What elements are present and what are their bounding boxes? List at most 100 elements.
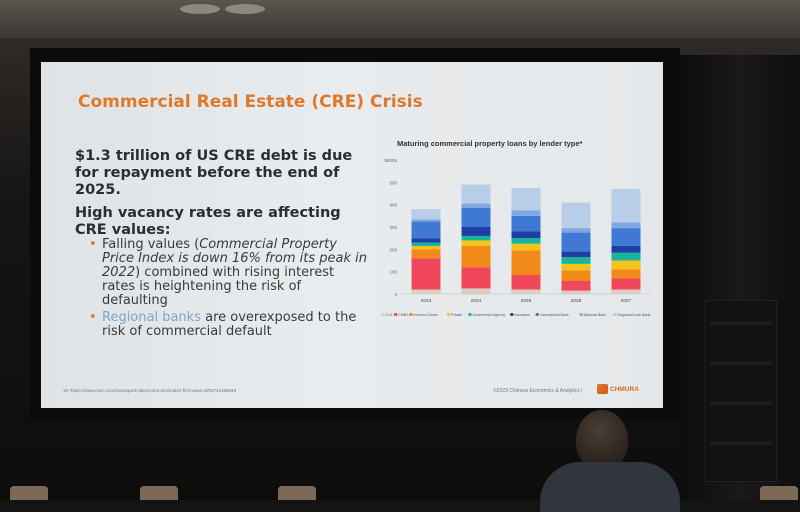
legend-label: Government Agency xyxy=(472,313,505,317)
legend-swatch xyxy=(409,313,413,316)
bullet-dot-icon: • xyxy=(89,310,97,325)
bar-segment xyxy=(511,238,541,244)
bar-segment xyxy=(511,210,541,216)
chmura-logo-icon xyxy=(597,384,608,394)
bar-segment xyxy=(411,238,441,243)
sub-bullet-text: Falling values ( xyxy=(102,237,200,252)
chart-title: Maturing commercial property loans by le… xyxy=(397,139,583,148)
sub-bullet-text: ) combined with rising interest rates is… xyxy=(102,265,335,308)
bar-segment xyxy=(411,249,441,259)
legend-label: Private xyxy=(451,313,462,317)
y-tick-label: 400 xyxy=(389,203,397,208)
bar-segment xyxy=(461,240,491,246)
legend-label: Insurance xyxy=(514,313,530,317)
chair xyxy=(278,486,316,500)
bar-segment xyxy=(561,202,591,229)
y-tick-label: $600b xyxy=(384,158,397,163)
ceiling-light xyxy=(180,4,220,14)
bar-segment xyxy=(411,221,441,239)
bar-segment xyxy=(461,245,491,268)
bar-segment xyxy=(511,243,541,251)
chair xyxy=(760,486,798,500)
legend-swatch xyxy=(579,313,583,316)
legend-swatch xyxy=(447,313,451,316)
y-tick-label: 0 xyxy=(394,292,397,297)
x-tick-label: 2025 xyxy=(521,298,532,304)
bar-segment xyxy=(611,260,641,270)
stacked-bar-chart: $600b 500 400 300 200 100 0 2023 2024 2025 2026 202… xyxy=(381,158,651,317)
audience-member-body xyxy=(540,462,680,512)
bar-segment xyxy=(461,208,491,227)
bar-segment xyxy=(511,275,541,290)
bar-segment xyxy=(461,288,491,294)
bar-segment xyxy=(611,278,641,290)
bar-segment xyxy=(611,189,641,223)
bar-segment xyxy=(511,215,541,232)
sub-bullet-list: • Falling values (Commercial Property Pri… xyxy=(89,238,369,342)
legend-swatch xyxy=(535,313,539,316)
bar-segment xyxy=(511,187,541,211)
x-tick-label: 2023 xyxy=(421,298,432,304)
bar-segment xyxy=(461,184,491,204)
bullet-dot-icon: • xyxy=(89,237,97,252)
key-statistic-text: $1.3 trillion of US CRE debt is due for … xyxy=(75,148,353,198)
bar-segment xyxy=(511,289,541,294)
speaker-grille xyxy=(710,321,772,325)
legend-label: International Bank xyxy=(540,313,569,317)
bar-segment xyxy=(561,280,591,291)
legend-swatch xyxy=(613,313,617,316)
y-tick-label: 100 xyxy=(389,270,397,275)
copyright-text: ©2023 Chimura Economics & Analytics | xyxy=(493,388,583,394)
y-tick-label: 200 xyxy=(389,247,397,252)
source-footnote: 16 *https://www.msci.com/www/quick-take/… xyxy=(63,388,237,393)
bar-segment xyxy=(611,228,641,246)
bar-segment xyxy=(611,269,641,279)
sub-bullet-falling-values: • Falling values (Commercial Property Pri… xyxy=(89,238,369,308)
chmura-logo: CHMURA xyxy=(597,384,639,394)
speaker-stack xyxy=(705,300,777,482)
bar-segment xyxy=(611,252,641,261)
legend-swatch xyxy=(381,313,384,316)
sub-bullet-italic: Commercial Property Price Index is down … xyxy=(102,237,367,280)
bar-segment xyxy=(411,258,441,290)
y-tick-label: 500 xyxy=(389,180,397,185)
bar-segment xyxy=(561,270,591,281)
bar-segment xyxy=(561,263,591,271)
bar-segment xyxy=(411,242,441,246)
x-tick-label: 2027 xyxy=(621,298,632,304)
speaker-grille xyxy=(710,361,772,365)
bar-segment xyxy=(411,245,441,250)
bar-segment xyxy=(461,267,491,289)
presentation-slide: Commercial Real Estate (CRE) Crisis $1.3… xyxy=(41,62,663,408)
bar-segment xyxy=(561,251,591,258)
x-tick-label: 2024 xyxy=(471,298,482,304)
sub-bullet-text: are overexposed to the risk of commercia… xyxy=(102,310,357,339)
y-tick-label: 300 xyxy=(389,225,397,230)
ceiling-light xyxy=(225,4,265,14)
x-tick-label: 2026 xyxy=(571,298,582,304)
speaker-grille xyxy=(710,441,772,445)
legend-swatch xyxy=(510,313,514,316)
regional-banks-link[interactable]: Regional banks xyxy=(102,310,201,325)
bar-segment xyxy=(611,289,641,294)
bar-segment xyxy=(561,257,591,264)
bar-segment xyxy=(561,228,591,233)
bar-segment xyxy=(461,203,491,209)
bar-segment xyxy=(461,235,491,241)
chair xyxy=(10,486,48,500)
bar-segment xyxy=(511,250,541,276)
speaker-grille xyxy=(710,401,772,405)
legend-label: CMBS xyxy=(398,313,409,317)
bar-segment xyxy=(411,209,441,220)
bar-segment xyxy=(611,245,641,253)
slide-title: Commercial Real Estate (CRE) Crisis xyxy=(78,92,423,112)
audience-member-head xyxy=(576,410,628,470)
bar-segment xyxy=(411,289,441,294)
logo-text: CHMURA xyxy=(610,385,639,393)
bar-segment xyxy=(411,219,441,222)
vacancy-heading: High vacancy rates are affecting CRE val… xyxy=(75,205,341,238)
legend-label: Regional/Local Bank xyxy=(617,313,650,317)
bar-segment xyxy=(611,222,641,229)
legend-label: CLO xyxy=(385,313,393,317)
bar-segment xyxy=(561,290,591,294)
